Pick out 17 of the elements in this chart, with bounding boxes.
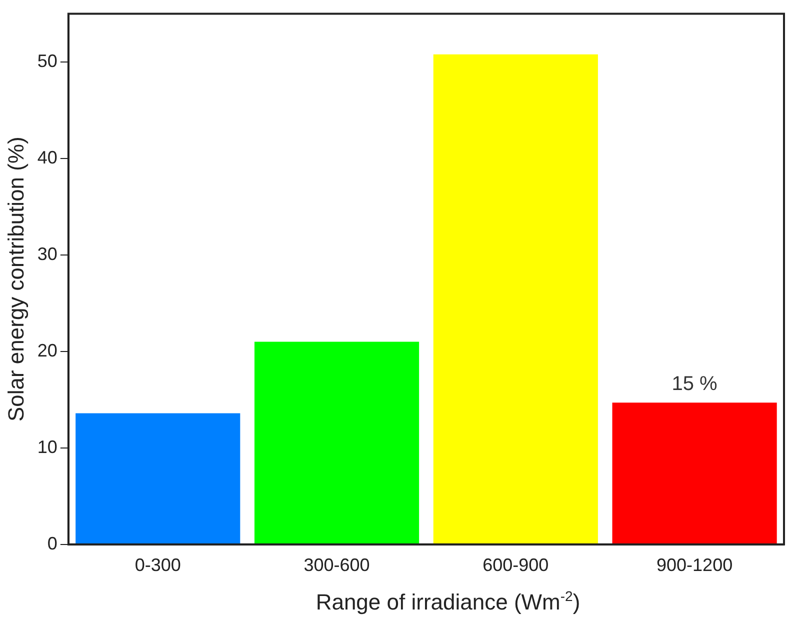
y-tick-label: 30 (37, 244, 58, 264)
y-tick-label: 0 (47, 533, 58, 554)
x-tick-label: 0-300 (134, 555, 181, 576)
y-tick-label: 10 (37, 436, 58, 457)
x-tick-label: 900-1200 (656, 555, 733, 576)
data-label: 15 % (672, 373, 718, 396)
bar (76, 413, 240, 544)
bar (433, 54, 598, 544)
x-tick-label: 300-600 (304, 555, 370, 576)
bar (612, 402, 777, 544)
y-axis-title: Solar energy contribution (%) (3, 136, 28, 422)
y-tick-label: 20 (37, 340, 58, 360)
bar (254, 342, 420, 544)
x-tick-label: 600-900 (482, 555, 549, 576)
y-tick-label: 50 (37, 51, 58, 72)
y-tick-label: 40 (37, 147, 58, 168)
x-axis-title: Range of irradiance (Wm$^{-2}$) (314, 588, 582, 616)
